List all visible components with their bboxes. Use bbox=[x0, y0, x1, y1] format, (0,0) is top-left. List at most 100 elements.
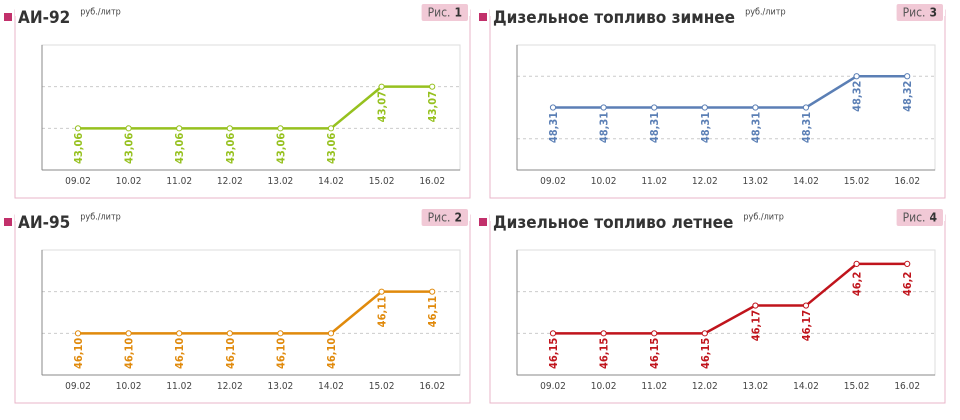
data-point bbox=[327, 330, 335, 337]
unit-label: руб./литр bbox=[745, 7, 786, 18]
x-tick-label: 09.02 bbox=[65, 176, 91, 187]
value-label: 46,10 bbox=[123, 338, 136, 369]
x-tick-label: 09.02 bbox=[540, 176, 566, 187]
data-point bbox=[701, 330, 708, 337]
data-point bbox=[904, 73, 911, 80]
value-label: 48,31 bbox=[800, 112, 813, 143]
x-tick-label: 15.02 bbox=[844, 176, 870, 187]
data-point bbox=[176, 330, 183, 337]
data-point bbox=[802, 104, 810, 111]
data-line bbox=[553, 262, 908, 335]
value-label: 48,31 bbox=[648, 112, 661, 143]
data-point bbox=[651, 330, 658, 337]
x-tick-label: 10.02 bbox=[116, 176, 142, 187]
data-point bbox=[378, 83, 385, 90]
x-tick-label: 09.02 bbox=[540, 381, 566, 392]
data-point bbox=[277, 125, 284, 132]
value-label: 46,10 bbox=[325, 338, 338, 369]
figure-label: Рис. bbox=[903, 6, 926, 20]
figure-label: Рис. bbox=[428, 6, 451, 20]
value-label: 43,06 bbox=[173, 133, 186, 164]
figure-badge: Рис. 4 bbox=[896, 209, 943, 226]
x-tick-label: 16.02 bbox=[894, 381, 920, 392]
value-label: 46,17 bbox=[800, 310, 813, 341]
chart-title: Дизельное топливо зимнее bbox=[493, 8, 735, 28]
chart-title: АИ-95 bbox=[18, 213, 70, 233]
data-point bbox=[600, 330, 607, 337]
value-label: 46,10 bbox=[72, 338, 85, 369]
data-line bbox=[553, 75, 908, 109]
x-tick-label: 12.02 bbox=[217, 381, 243, 392]
value-label: 43,06 bbox=[72, 133, 85, 164]
figure-label: Рис. bbox=[903, 211, 926, 225]
figure-label: Рис. bbox=[428, 211, 451, 225]
plot-area bbox=[516, 249, 936, 376]
title-marker bbox=[479, 218, 487, 226]
figure-number: 4 bbox=[929, 211, 937, 225]
data-point bbox=[549, 330, 557, 337]
figure-badge: Рис. 1 bbox=[421, 4, 468, 21]
figure-number: 3 bbox=[929, 6, 937, 20]
value-label: 46,15 bbox=[699, 338, 712, 369]
value-label: 43,06 bbox=[325, 133, 338, 164]
x-tick-label: 14.02 bbox=[793, 381, 819, 392]
value-label: 46,17 bbox=[749, 310, 762, 341]
plot-area bbox=[41, 44, 461, 171]
value-label: 48,32 bbox=[901, 80, 914, 111]
value-label: 43,06 bbox=[274, 133, 287, 164]
title-backdrop bbox=[490, 4, 945, 16]
x-tick-label: 12.02 bbox=[692, 176, 718, 187]
x-tick-label: 13.02 bbox=[743, 176, 769, 187]
chart-title: Дизельное топливо летнее bbox=[493, 213, 733, 233]
data-point bbox=[74, 330, 82, 337]
x-tick-label: 11.02 bbox=[166, 176, 192, 187]
data-point bbox=[125, 125, 132, 132]
data-point bbox=[125, 330, 132, 337]
x-tick-label: 16.02 bbox=[419, 176, 445, 187]
value-label: 46,10 bbox=[274, 338, 287, 369]
badge-bg bbox=[421, 4, 468, 21]
data-point bbox=[802, 302, 810, 309]
title-marker bbox=[4, 218, 12, 226]
data-point bbox=[549, 104, 557, 111]
x-tick-label: 12.02 bbox=[692, 381, 718, 392]
data-point bbox=[904, 260, 911, 267]
value-label: 43,07 bbox=[376, 91, 389, 122]
x-tick-label: 11.02 bbox=[641, 381, 667, 392]
x-tick-label: 14.02 bbox=[318, 381, 344, 392]
unit-label: руб./литр bbox=[743, 212, 784, 223]
x-tick-label: 15.02 bbox=[844, 381, 870, 392]
figure-number: 2 bbox=[454, 211, 462, 225]
unit-label: руб./литр bbox=[80, 7, 121, 18]
data-point bbox=[378, 288, 385, 295]
value-label: 46,2 bbox=[851, 272, 864, 297]
badge-bg bbox=[896, 4, 943, 21]
x-tick-label: 13.02 bbox=[268, 176, 294, 187]
value-label: 43,07 bbox=[426, 91, 439, 122]
x-tick-label: 11.02 bbox=[641, 176, 667, 187]
x-tick-label: 10.02 bbox=[591, 381, 617, 392]
value-label: 48,31 bbox=[598, 112, 611, 143]
title-backdrop bbox=[15, 209, 470, 221]
x-tick-label: 13.02 bbox=[268, 381, 294, 392]
value-label: 46,15 bbox=[547, 338, 560, 369]
value-label: 43,06 bbox=[224, 133, 237, 164]
x-tick-label: 14.02 bbox=[793, 176, 819, 187]
value-label: 48,31 bbox=[547, 112, 560, 143]
value-label: 46,10 bbox=[224, 338, 237, 369]
title-backdrop bbox=[15, 4, 470, 16]
data-line bbox=[78, 290, 433, 335]
title-marker bbox=[4, 13, 12, 21]
data-point bbox=[176, 125, 183, 132]
value-label: 48,32 bbox=[851, 80, 864, 111]
data-point bbox=[752, 104, 759, 111]
x-tick-label: 13.02 bbox=[743, 381, 769, 392]
x-tick-label: 16.02 bbox=[419, 381, 445, 392]
figure-badge: Рис. 2 bbox=[421, 209, 468, 226]
unit-label: руб./литр bbox=[80, 212, 121, 223]
value-label: 43,06 bbox=[123, 133, 136, 164]
data-point bbox=[277, 330, 284, 337]
title-backdrop bbox=[490, 209, 945, 221]
x-tick-label: 15.02 bbox=[369, 381, 395, 392]
